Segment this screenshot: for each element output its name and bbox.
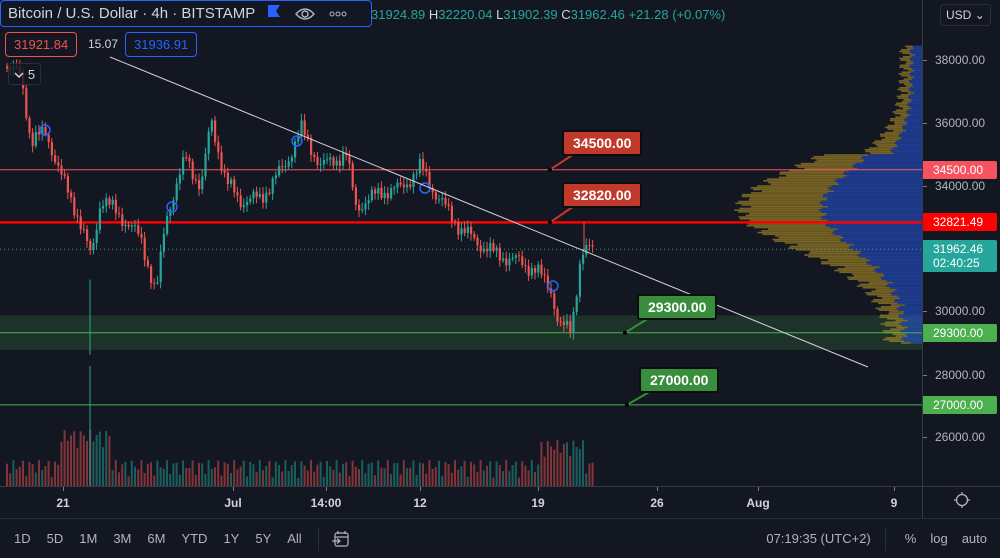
flag-icon[interactable]: [267, 4, 281, 23]
change-value: +21.28 (+0.07%): [628, 7, 726, 22]
price-axis-label: 34000.00: [935, 179, 986, 193]
price-tag-27000: 27000.00: [923, 396, 997, 414]
axis-tick: [923, 437, 927, 438]
buy-button[interactable]: 31936.91: [125, 32, 198, 57]
event-marker-icon[interactable]: [39, 124, 51, 136]
range-button-1y[interactable]: 1Y: [223, 531, 240, 546]
time-axis[interactable]: 21 Jul 14:00 12 19 26 Aug 9: [0, 486, 922, 518]
price-callout-34500[interactable]: 34500.00: [562, 130, 643, 156]
range-button-ytd[interactable]: YTD: [181, 531, 208, 546]
axis-tick: [923, 375, 927, 376]
high-value: 32220.04: [438, 7, 493, 22]
price-axis-label: 28000.00: [935, 368, 986, 382]
bar-countdown: 02:40:25: [933, 256, 980, 270]
range-button-1d[interactable]: 1D: [14, 531, 31, 546]
time-tick: [538, 487, 539, 491]
scale-toggles: % log auto: [898, 531, 1000, 546]
event-marker-icon[interactable]: [166, 201, 178, 213]
descending-trendline[interactable]: [109, 56, 869, 368]
close-label: C: [561, 7, 571, 22]
event-marker-icon[interactable]: [547, 280, 559, 292]
price-axis-label: 38000.00: [935, 53, 986, 67]
chevron-down-icon: [14, 67, 24, 82]
time-tick: [63, 487, 64, 491]
ohlc-values: O31924.89 H32220.04 L31902.39 C31962.46 …: [371, 7, 725, 22]
sell-button[interactable]: 31921.84: [5, 32, 78, 57]
price-tag-31962: 31962.46 02:40:25: [923, 240, 997, 272]
axis-tick: [923, 123, 927, 124]
scale-toggle-percent[interactable]: %: [904, 531, 917, 546]
time-axis-label: 12: [413, 496, 427, 510]
chart-settings-button[interactable]: [922, 486, 1000, 518]
spread-value: 15.07: [88, 37, 119, 51]
price-axis-label: 36000.00: [935, 116, 986, 130]
range-button-5d[interactable]: 5D: [46, 531, 64, 546]
close-value: 31962.46: [570, 7, 625, 22]
time-axis-label: 9: [890, 496, 898, 510]
high-label: H: [428, 7, 439, 22]
time-tick: [420, 487, 421, 491]
price-axis-label: 26000.00: [935, 430, 986, 444]
axis-tick: [923, 186, 927, 187]
price-axis[interactable]: 38000.00 36000.00 34000.00 30000.00 28000.00…: [922, 0, 1000, 486]
scale-toggle-auto[interactable]: auto: [961, 531, 987, 546]
price-callout-32820[interactable]: 32820.00: [562, 182, 643, 208]
currency-select[interactable]: USD ⌄: [940, 4, 991, 26]
divider: [884, 526, 886, 551]
volume-profile: [734, 45, 922, 344]
eye-icon[interactable]: [295, 7, 316, 21]
price-axis-label: 30000.00: [935, 304, 986, 318]
go-to-date-icon[interactable]: [331, 529, 351, 549]
time-axis-label: 14:00: [310, 496, 342, 510]
open-value: 31924.89: [371, 7, 426, 22]
divider: [317, 526, 319, 551]
gear-icon[interactable]: [953, 491, 971, 514]
range-button-3m[interactable]: 3M: [113, 531, 132, 546]
volume-bars: [6, 366, 594, 486]
price-tag-32821: 32821.49: [923, 213, 997, 231]
time-tick: [657, 487, 658, 491]
range-button-6m[interactable]: 6M: [147, 531, 166, 546]
low-value: 31902.39: [503, 7, 558, 22]
axis-tick: [923, 311, 927, 312]
price-tag-29300: 29300.00: [923, 324, 997, 342]
symbol-legend[interactable]: Bitcoin / U.S. Dollar · 4h · BITSTAMP: [0, 0, 372, 27]
price-tag-34500: 34500.00: [923, 161, 997, 179]
time-axis-label: 19: [531, 496, 545, 510]
more-icon[interactable]: [329, 11, 347, 17]
time-axis-label: Aug: [746, 496, 770, 510]
date-range-buttons: 1D 5D 1M 3M 6M YTD 1Y 5Y All: [0, 531, 310, 546]
price-callout-29300[interactable]: 29300.00: [637, 294, 718, 320]
time-axis-label: 21: [56, 496, 70, 510]
bottom-toolbar: 1D 5D 1M 3M 6M YTD 1Y 5Y All 07:19:35 (UTC+2) % l…: [0, 518, 1000, 558]
indicator-count: 5: [27, 66, 36, 82]
low-label: L: [496, 7, 504, 22]
range-button-1m[interactable]: 1M: [79, 531, 98, 546]
time-tick: [758, 487, 759, 491]
currency-label: USD: [946, 8, 972, 22]
time-axis-label: Jul: [224, 496, 242, 510]
chevron-down-icon: ⌄: [974, 8, 985, 22]
price-chart-canvas[interactable]: [0, 0, 922, 486]
clock-timezone[interactable]: 07:19:35 (UTC+2): [766, 531, 871, 546]
indicators-collapse-button[interactable]: 5: [8, 63, 41, 85]
time-axis-label: 26: [650, 496, 664, 510]
range-button-5y[interactable]: 5Y: [255, 531, 272, 546]
time-tick: [233, 487, 234, 491]
chart-pane[interactable]: Bitcoin / U.S. Dollar · 4h · BITSTAMP O3…: [0, 0, 922, 486]
range-button-all[interactable]: All: [287, 531, 302, 546]
time-tick: [894, 487, 895, 491]
candlesticks[interactable]: [6, 59, 594, 355]
axis-tick: [923, 60, 927, 61]
time-tick: [326, 487, 327, 491]
event-marker-icon[interactable]: [291, 135, 303, 147]
price-callout-27000[interactable]: 27000.00: [639, 367, 720, 393]
symbol-title[interactable]: Bitcoin / U.S. Dollar · 4h · BITSTAMP: [8, 5, 256, 22]
scale-toggle-log[interactable]: log: [930, 531, 948, 546]
